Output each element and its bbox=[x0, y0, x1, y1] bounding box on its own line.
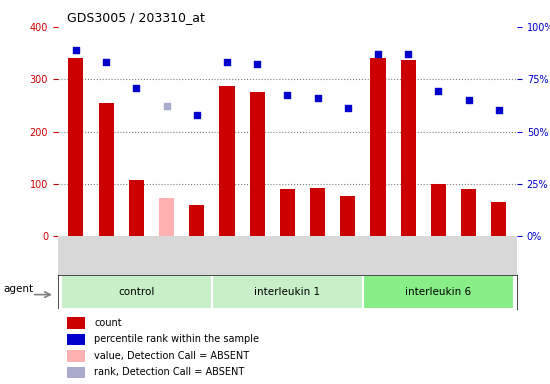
Bar bbox=[219, 86, 234, 236]
Point bbox=[132, 85, 141, 91]
Point bbox=[283, 92, 292, 98]
Bar bbox=[159, 198, 174, 236]
Text: interleukin 1: interleukin 1 bbox=[254, 287, 321, 297]
Point bbox=[223, 60, 232, 66]
Bar bbox=[250, 92, 265, 236]
Bar bbox=[310, 188, 325, 236]
Bar bbox=[212, 275, 363, 309]
Bar bbox=[67, 350, 85, 362]
Bar bbox=[491, 202, 507, 236]
Bar bbox=[363, 275, 514, 309]
Point bbox=[373, 51, 382, 57]
Point bbox=[434, 88, 443, 94]
Point bbox=[464, 97, 473, 103]
Bar bbox=[280, 189, 295, 236]
Bar bbox=[129, 180, 144, 236]
Text: control: control bbox=[118, 287, 155, 297]
Point bbox=[162, 103, 171, 109]
Bar bbox=[431, 184, 446, 236]
Point bbox=[313, 94, 322, 101]
Text: GDS3005 / 203310_at: GDS3005 / 203310_at bbox=[67, 11, 205, 24]
Bar bbox=[98, 103, 114, 236]
Bar bbox=[68, 58, 84, 236]
Point bbox=[494, 106, 503, 113]
Point bbox=[404, 51, 412, 57]
Point bbox=[102, 59, 111, 65]
Text: percentile rank within the sample: percentile rank within the sample bbox=[95, 334, 260, 344]
Bar bbox=[340, 196, 355, 236]
Point bbox=[72, 47, 80, 53]
Bar bbox=[461, 189, 476, 236]
Bar bbox=[60, 275, 212, 309]
Point bbox=[253, 60, 262, 66]
Text: value, Detection Call = ABSENT: value, Detection Call = ABSENT bbox=[95, 351, 250, 361]
Bar bbox=[189, 205, 204, 236]
Bar bbox=[67, 367, 85, 378]
Text: rank, Detection Call = ABSENT: rank, Detection Call = ABSENT bbox=[95, 367, 245, 377]
Point bbox=[343, 105, 352, 111]
Bar bbox=[371, 58, 386, 236]
Text: interleukin 6: interleukin 6 bbox=[405, 287, 471, 297]
Text: agent: agent bbox=[3, 284, 33, 294]
Bar bbox=[401, 60, 416, 236]
Bar bbox=[67, 317, 85, 329]
Point bbox=[192, 112, 201, 118]
Bar bbox=[67, 334, 85, 345]
Text: count: count bbox=[95, 318, 122, 328]
